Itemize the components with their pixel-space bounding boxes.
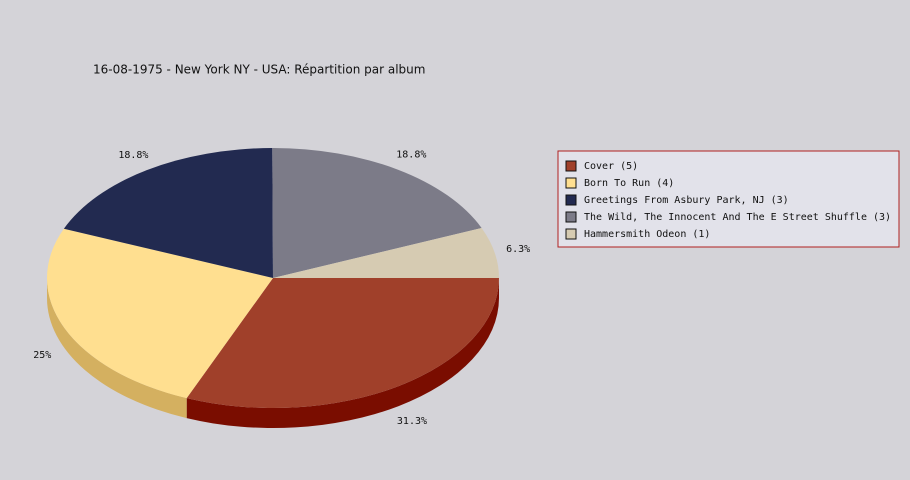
- legend-label: Hammersmith Odeon (1): [584, 229, 710, 240]
- pie-side: [186, 278, 499, 429]
- pie-side: [47, 278, 187, 419]
- legend: Cover (5) Born To Run (4) Greetings From A…: [565, 160, 891, 240]
- pie-slice: [273, 227, 499, 278]
- legend-swatch: [565, 160, 577, 172]
- value-label: 18.8%: [118, 150, 148, 161]
- legend-box: [557, 150, 900, 248]
- value-label: 25%: [33, 350, 51, 361]
- legend-swatch: [565, 211, 577, 223]
- legend-label: Born To Run (4): [584, 178, 674, 189]
- legend-swatch: [565, 194, 577, 206]
- pie-slice: [186, 278, 499, 408]
- legend-label: Cover (5): [584, 161, 638, 172]
- legend-swatch: [565, 228, 577, 240]
- legend-label: Greetings From Asbury Park, NJ (3): [584, 195, 789, 206]
- chart-title: 16-08-1975 - New York NY - USA: Répartit…: [93, 63, 425, 77]
- legend-swatch: [565, 177, 577, 189]
- pie: 31.3% 25% 18.8% 18.8% 6.3%: [33, 148, 530, 429]
- pie-slice: [272, 148, 482, 278]
- legend-label: The Wild, The Innocent And The E Street …: [584, 212, 891, 223]
- value-label: 6.3%: [506, 244, 530, 255]
- pie-slice: [47, 228, 273, 399]
- pie-slice: [63, 148, 273, 278]
- value-label: 18.8%: [396, 150, 426, 161]
- value-label: 31.3%: [397, 416, 427, 427]
